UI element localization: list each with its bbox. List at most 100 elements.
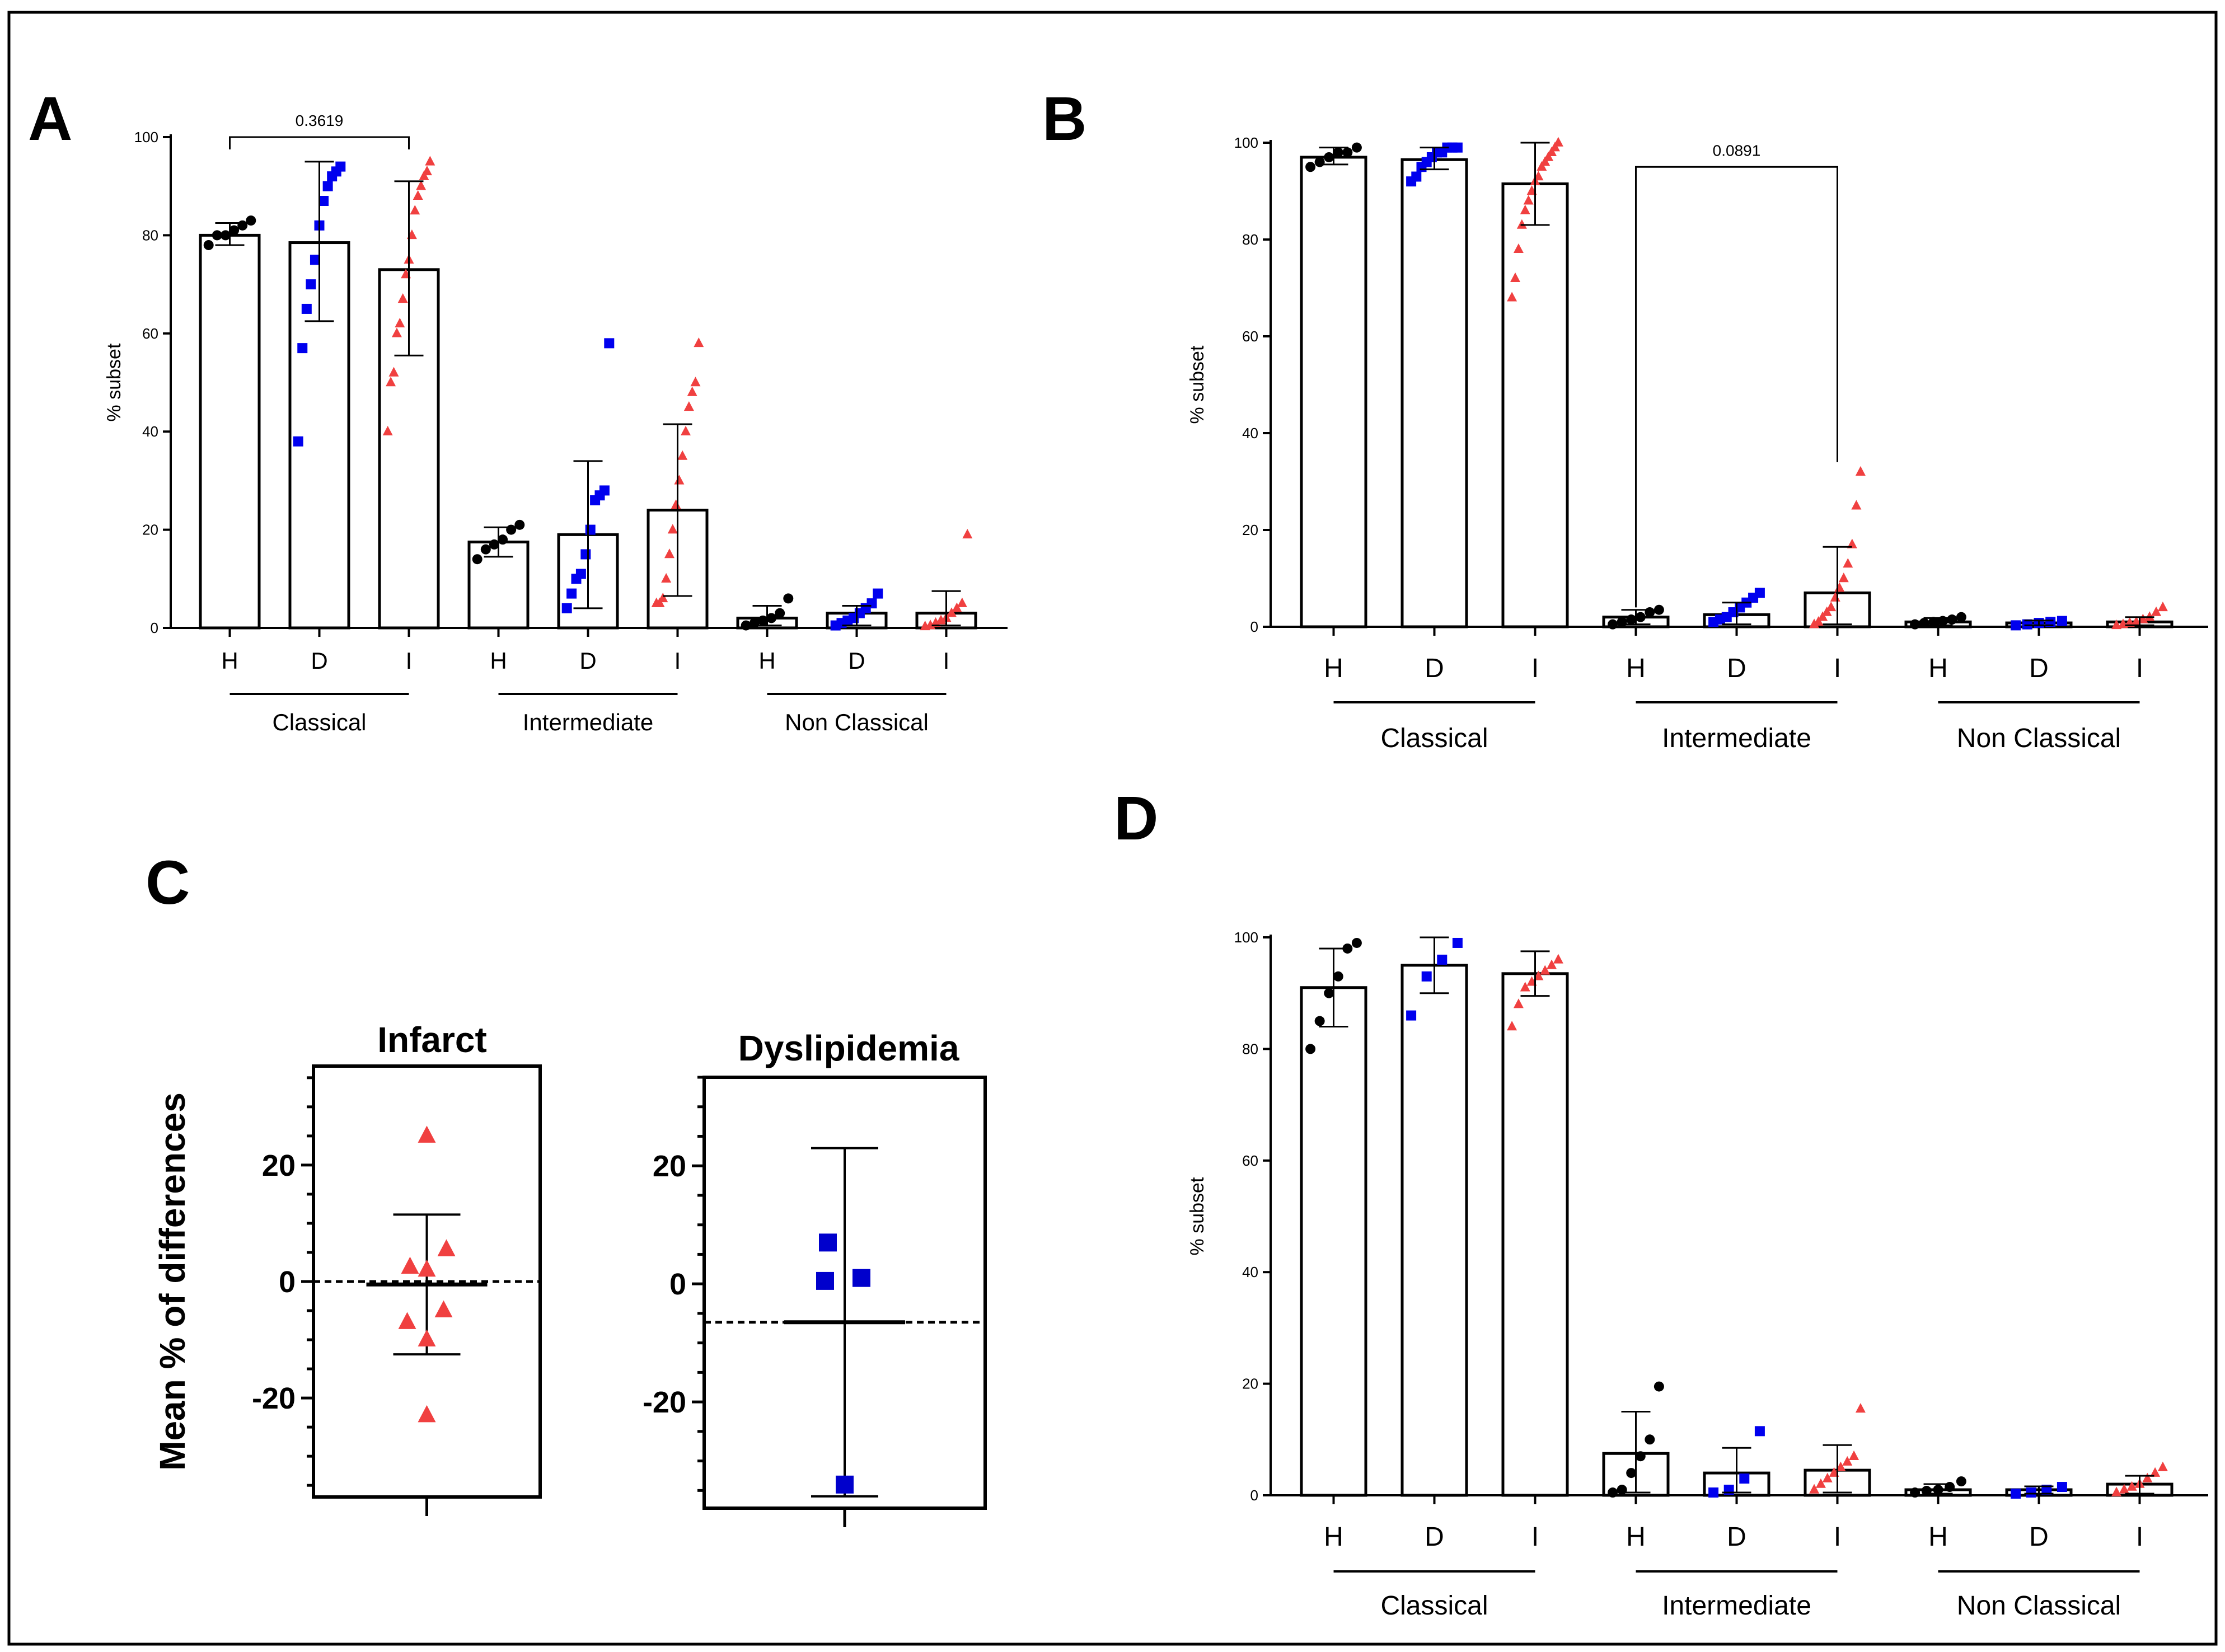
data-point [1540, 965, 1551, 975]
group-label: Classical [1380, 1591, 1488, 1621]
data-point [1516, 219, 1527, 229]
data-point [1608, 1487, 1618, 1498]
data-point [2119, 1484, 2129, 1494]
data-point [1333, 147, 1343, 158]
y-tick-label: 100 [1234, 929, 1258, 946]
data-point [386, 377, 396, 387]
data-point [1342, 147, 1353, 158]
data-point [1617, 617, 1627, 627]
data-point [783, 593, 794, 604]
y-tick-label: 60 [1242, 328, 1258, 345]
data-point [1507, 1021, 1517, 1031]
panel-letter-C: C [146, 848, 190, 917]
category-label: I [2136, 1522, 2143, 1552]
category-label: I [943, 647, 950, 674]
data-point [1314, 1016, 1325, 1026]
data-point [866, 598, 877, 609]
data-point [421, 166, 432, 176]
data-point [1513, 243, 1524, 254]
data-point [203, 240, 214, 250]
panel-letter-B: B [1042, 85, 1086, 153]
group-label: Classical [272, 709, 366, 735]
category-label: H [1324, 1522, 1343, 1552]
category-label: D [1425, 654, 1444, 683]
data-point [1507, 292, 1517, 302]
y-tick-label: 0 [669, 1268, 686, 1301]
panel-a: 0 20 40 60 80 100 % subset H D I H D I H D I Classical In… [104, 112, 1008, 735]
data-point [1919, 618, 1929, 628]
data-point [419, 170, 429, 180]
data-point [401, 1256, 419, 1274]
bar [1400, 964, 1468, 1497]
data-point [1540, 156, 1551, 166]
data-point [489, 539, 499, 550]
data-point [410, 205, 420, 215]
bar [1300, 986, 1367, 1497]
category-label: H [1626, 654, 1646, 683]
data-point [318, 196, 329, 206]
panel-d: 0 20 40 60 80 100 % subset H D I H D I H D I Classical In… [1187, 929, 2208, 1621]
figure-border [7, 11, 2218, 1646]
y-axis-label: % subset [104, 343, 125, 421]
data-point [952, 602, 962, 612]
data-point [297, 343, 308, 354]
data-point [1305, 1044, 1316, 1054]
data-point [1645, 1434, 1655, 1445]
data-point [694, 337, 704, 348]
data-point [301, 303, 312, 314]
data-point [1520, 982, 1530, 992]
y-tick-label: 60 [1242, 1152, 1258, 1169]
data-point [2026, 1487, 2036, 1498]
data-point [416, 180, 427, 190]
data-point [1826, 602, 1837, 612]
data-point [925, 620, 936, 630]
data-point [418, 1405, 436, 1423]
data-point [397, 293, 408, 303]
data-point [757, 615, 768, 626]
data-point [1333, 971, 1343, 982]
y-axis-label: Mean % of differences [152, 1092, 193, 1471]
data-point [1513, 998, 1524, 1008]
data-point [1406, 1010, 1417, 1021]
y-tick-label: 20 [142, 522, 158, 538]
group-label: Intermediate [1662, 724, 1811, 753]
data-point [1838, 572, 1849, 583]
data-point [2022, 619, 2032, 630]
data-point [1553, 954, 1563, 964]
subplot-title: Infarct [377, 1020, 487, 1060]
y-tick-label: 80 [1242, 1040, 1258, 1057]
data-point [1849, 1450, 1859, 1460]
data-point [580, 549, 591, 560]
data-point [1815, 1478, 1826, 1488]
data-point [1324, 152, 1334, 162]
data-point [664, 548, 674, 559]
data-point [1421, 971, 1432, 982]
data-point [1842, 1456, 1853, 1466]
data-point [749, 618, 760, 628]
data-point [930, 617, 941, 627]
category-label: H [758, 647, 775, 674]
data-point [2126, 1481, 2137, 1491]
data-point [335, 161, 346, 172]
data-point [514, 519, 525, 530]
data-point [418, 1259, 436, 1277]
data-point [498, 534, 508, 545]
y-tick-label: 0 [1250, 1487, 1258, 1504]
category-label: H [1928, 1522, 1948, 1552]
data-point [1653, 604, 1664, 615]
data-point [599, 485, 610, 496]
data-point [671, 499, 681, 509]
group-label: Classical [1380, 724, 1488, 753]
data-point [310, 255, 320, 265]
bar [1501, 972, 1569, 1497]
data-point [472, 554, 483, 565]
data-point [852, 1269, 870, 1287]
data-point [395, 317, 405, 328]
data-point [1956, 612, 1966, 622]
data-point [575, 569, 586, 579]
bar [1300, 156, 1367, 628]
bar [1400, 158, 1468, 628]
data-point [1855, 466, 1866, 476]
data-point [819, 1233, 837, 1252]
